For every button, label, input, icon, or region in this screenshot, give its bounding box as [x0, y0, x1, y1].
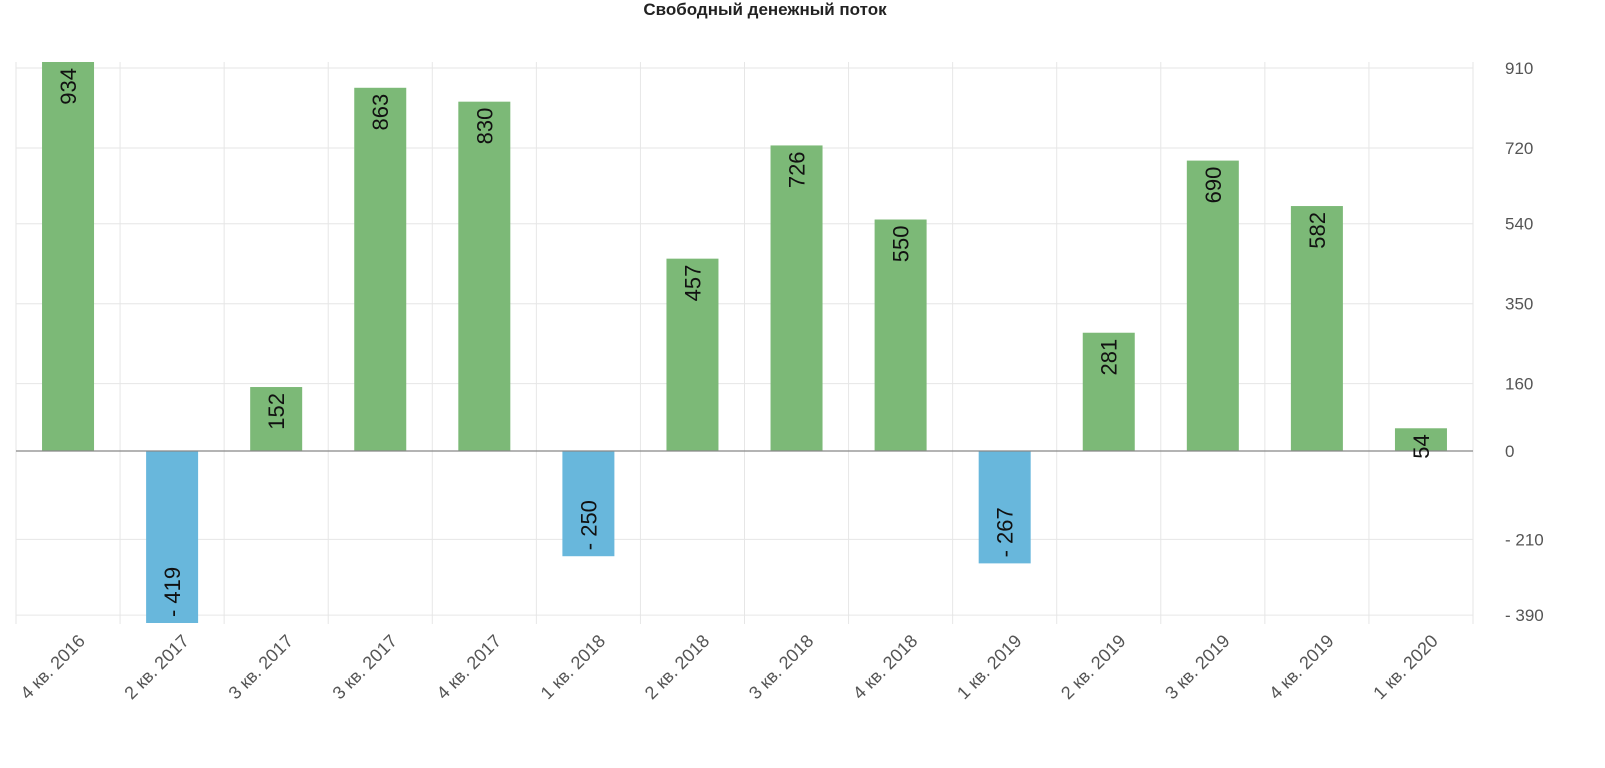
bar-11[interactable]	[1186, 160, 1239, 452]
y-tick-label-7: - 390	[1505, 606, 1544, 625]
bar-10[interactable]	[1082, 332, 1135, 451]
data-label-1: - 419	[160, 567, 185, 617]
bar-13[interactable]	[1394, 428, 1447, 451]
bar-2[interactable]	[250, 387, 303, 451]
x-tick-label-3: 3 кв. 2017	[329, 631, 401, 703]
y-tick-label-2: 540	[1505, 215, 1533, 234]
data-label-9: - 267	[993, 507, 1018, 557]
bar-8[interactable]	[874, 219, 927, 451]
x-tick-label-4: 4 кв. 2017	[433, 631, 505, 703]
data-label-7: 726	[785, 151, 810, 188]
data-label-4: 830	[472, 108, 497, 145]
x-tick-label-12: 4 кв. 2019	[1265, 631, 1337, 703]
data-label-0: 934	[56, 68, 81, 105]
x-tick-label-1: 2 кв. 2017	[120, 631, 192, 703]
data-label-13: 54	[1409, 434, 1434, 458]
data-label-6: 457	[680, 265, 705, 302]
bar-3[interactable]	[354, 87, 407, 452]
x-tick-label-0: 4 кв. 2016	[16, 631, 88, 703]
data-label-5: - 250	[576, 500, 601, 550]
x-tick-label-11: 3 кв. 2019	[1161, 631, 1233, 703]
data-label-2: 152	[264, 393, 289, 430]
x-tick-label-8: 4 кв. 2018	[849, 631, 921, 703]
x-tick-label-2: 3 кв. 2017	[225, 631, 297, 703]
x-tick-label-6: 2 кв. 2018	[641, 631, 713, 703]
data-label-10: 281	[1097, 339, 1122, 376]
chart-title: Свободный денежный поток	[643, 0, 887, 19]
bar-7[interactable]	[770, 145, 823, 451]
y-tick-label-3: 350	[1505, 295, 1533, 314]
x-tick-label-13: 1 кв. 2020	[1369, 631, 1441, 703]
x-tick-label-7: 3 кв. 2018	[745, 631, 817, 703]
bar-12[interactable]	[1290, 206, 1343, 451]
x-tick-label-9: 1 кв. 2019	[953, 631, 1025, 703]
data-label-11: 690	[1201, 167, 1226, 204]
y-tick-label-0: 910	[1505, 59, 1533, 78]
y-tick-label-1: 720	[1505, 139, 1533, 158]
bar-1[interactable]	[146, 451, 199, 623]
bar-5[interactable]	[562, 451, 615, 557]
data-label-12: 582	[1305, 212, 1330, 249]
data-label-3: 863	[368, 94, 393, 131]
bar-4[interactable]	[458, 101, 511, 452]
x-tick-label-10: 2 кв. 2019	[1057, 631, 1129, 703]
bar-6[interactable]	[666, 258, 719, 451]
x-tick-label-5: 1 кв. 2018	[537, 631, 609, 703]
y-tick-label-6: - 210	[1505, 530, 1544, 549]
y-tick-label-5: 0	[1505, 442, 1514, 461]
bar-0[interactable]	[42, 62, 95, 451]
data-label-8: 550	[889, 226, 914, 263]
y-tick-label-4: 160	[1505, 375, 1533, 394]
bar-9[interactable]	[978, 451, 1031, 564]
